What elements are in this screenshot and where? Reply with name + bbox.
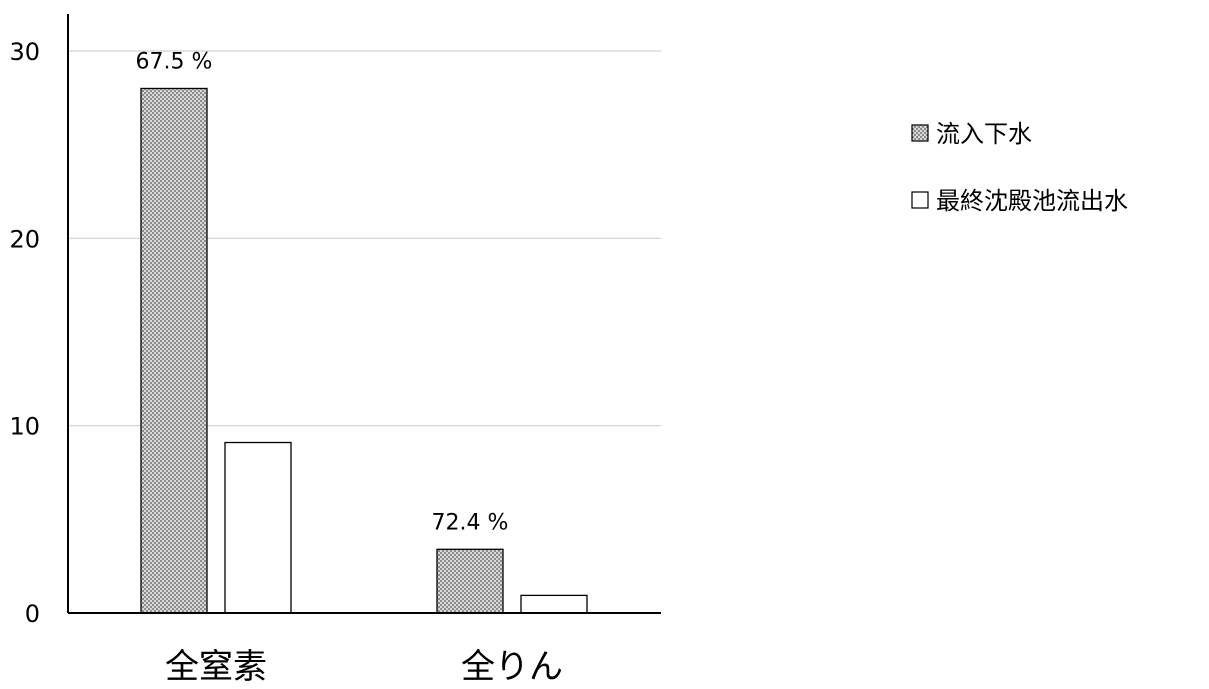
legend-label-1: 最終沈殿池流出水 xyxy=(936,187,1128,215)
labels: 0 10 20 30 67.5 % 72.4 % 全窒素 全りん xyxy=(9,38,563,687)
x-category-label-1: 全りん xyxy=(461,647,563,687)
axes xyxy=(67,14,661,614)
legend-label-0: 流入下水 xyxy=(936,120,1032,148)
data-label-0: 67.5 % xyxy=(136,49,213,74)
bar-influent-0 xyxy=(140,87,208,614)
bar-effluent-1 xyxy=(520,594,588,614)
y-tick-label-10: 10 xyxy=(9,413,40,441)
legend-swatch-1 xyxy=(911,191,929,209)
bar-effluent-0 xyxy=(224,441,292,614)
y-tick-label-20: 20 xyxy=(9,225,40,253)
x-category-label-0: 全窒素 xyxy=(165,647,267,687)
y-tick-label-30: 30 xyxy=(9,38,40,66)
data-label-1: 72.4 % xyxy=(432,510,509,535)
bar-influent-1 xyxy=(436,548,504,614)
legend-swatch-0 xyxy=(911,124,929,142)
y-tick-label-0: 0 xyxy=(25,600,40,628)
bars xyxy=(140,87,588,614)
